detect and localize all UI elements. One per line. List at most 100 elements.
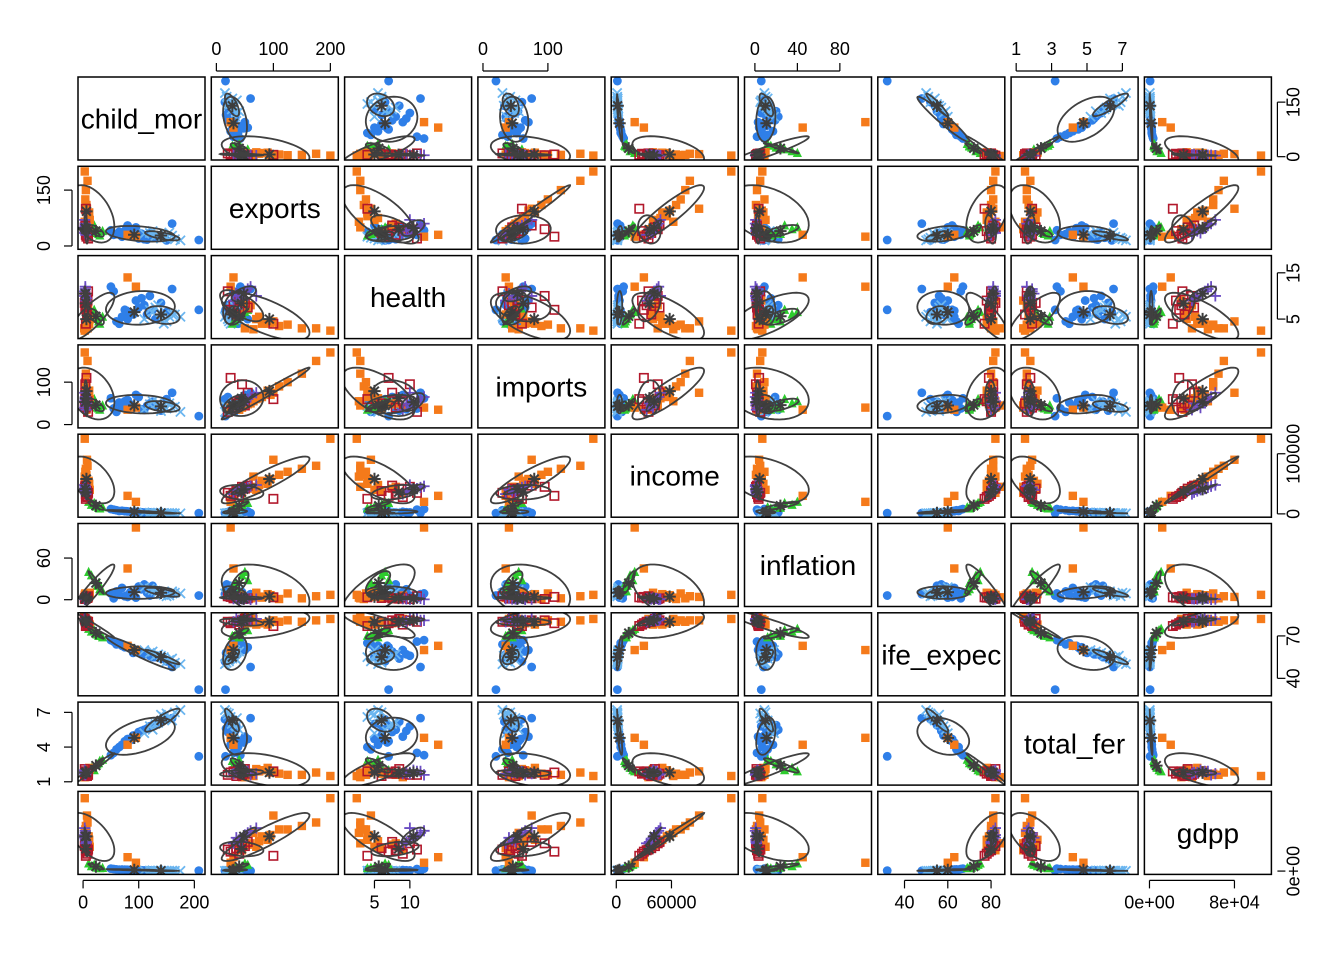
cluster-ellipse-2 <box>229 570 250 595</box>
panel-frame <box>1010 165 1139 251</box>
cluster-ellipse-1 <box>501 92 520 118</box>
cluster-ellipse-5 <box>645 285 663 303</box>
point-group3-16 <box>504 523 514 532</box>
point-group6-2 <box>622 142 635 155</box>
point-group3-13 <box>989 195 998 204</box>
point-group3-2 <box>991 348 1000 357</box>
panel-frame <box>210 165 340 251</box>
point-group3-17 <box>1166 405 1175 414</box>
point-group6-1 <box>226 650 239 664</box>
point-group6-5 <box>407 614 420 627</box>
point-group0-16 <box>419 635 429 645</box>
cluster-ellipse-2 <box>621 224 636 238</box>
cluster-ellipse-3 <box>78 455 116 505</box>
point-group3-13 <box>1209 320 1218 329</box>
point-group3-11 <box>1193 208 1202 217</box>
panel-marks <box>1011 434 1132 518</box>
panel-frame <box>477 165 606 251</box>
point-group6-2 <box>89 626 103 640</box>
panel-imports-vs-exports <box>210 344 340 429</box>
point-group3-17 <box>798 273 807 282</box>
point-group3-17 <box>950 405 959 414</box>
cluster-ellipse-5 <box>1187 597 1219 601</box>
point-group3-13 <box>1209 467 1218 476</box>
point-group3-2 <box>727 348 736 357</box>
panel-frame <box>877 522 1006 608</box>
point-group6-4 <box>392 615 405 628</box>
panel-child_mort-vs-child_mort: child_mor <box>77 76 206 161</box>
point-group0-14 <box>516 123 526 132</box>
point-group0-21 <box>527 662 537 672</box>
point-group6-3 <box>984 205 998 218</box>
cluster-ellipse-3 <box>1163 563 1240 607</box>
panel-health-vs-gdpp <box>1143 254 1273 340</box>
cluster-ellipse-4 <box>1171 379 1196 417</box>
cluster-ellipse-1 <box>616 305 620 326</box>
point-group3-11 <box>982 319 991 328</box>
point-group1-10 <box>386 104 398 115</box>
cluster-ellipse-2 <box>87 500 105 511</box>
point-group3-16 <box>419 232 429 241</box>
point-group6-1 <box>930 229 944 242</box>
panel-marks <box>217 77 335 160</box>
point-group3-13 <box>1209 195 1218 204</box>
point-group1-8 <box>369 111 380 122</box>
point-group0-11 <box>134 392 144 402</box>
panel-marks <box>611 348 736 421</box>
point-group3-2 <box>80 434 89 443</box>
point-group3-16 <box>226 497 235 507</box>
point-group6-3 <box>80 472 93 486</box>
cluster-ellipse-0 <box>499 225 530 243</box>
point-group3-6 <box>761 485 770 495</box>
point-group6-5 <box>1024 483 1037 496</box>
cluster-ellipse-3 <box>220 455 311 505</box>
point-group6-4 <box>79 297 93 310</box>
point-group0-16 <box>106 504 116 514</box>
point-group3-2 <box>758 348 767 357</box>
cluster-ellipse-2 <box>87 397 105 413</box>
point-group6-2 <box>967 224 980 238</box>
point-group3-13 <box>543 195 553 204</box>
point-group3-7 <box>1230 592 1239 602</box>
point-group6-1 <box>1103 229 1117 242</box>
cluster-ellipse-5 <box>502 483 533 496</box>
point-group1-10 <box>386 650 398 661</box>
point-group3-13 <box>283 377 292 387</box>
point-group3-10 <box>354 472 364 481</box>
point-group3-1 <box>576 176 585 185</box>
cluster-ellipse-5 <box>1188 285 1218 303</box>
cluster-ellipse-5 <box>230 285 257 303</box>
cluster-ellipse-1 <box>1148 511 1152 515</box>
cluster-ellipse-1 <box>616 230 620 243</box>
point-group3-13 <box>676 589 685 598</box>
cluster-ellipse-0 <box>499 635 530 671</box>
point-group0-21 <box>917 284 927 294</box>
point-group6-0 <box>128 643 141 657</box>
point-group3-17 <box>501 641 510 651</box>
point-group3-1 <box>1026 356 1035 366</box>
point-group6-1 <box>226 400 239 413</box>
panel-marks <box>611 77 736 160</box>
point-group3-10 <box>669 397 678 406</box>
point-group6-2 <box>774 499 787 512</box>
panel-marks <box>1012 523 1132 607</box>
panel-income-vs-life_expec <box>877 433 1006 518</box>
point-group3-8 <box>297 617 307 626</box>
cluster-ellipse-3 <box>631 612 706 639</box>
point-group6-1 <box>1103 99 1117 112</box>
point-group3-13 <box>543 467 553 476</box>
panel-health-vs-imports <box>477 254 606 340</box>
point-group3-13 <box>283 320 292 329</box>
cluster-ellipse-0 <box>916 585 971 600</box>
point-group3-1 <box>1026 176 1035 185</box>
point-group3-18 <box>356 223 365 232</box>
cluster-ellipse-1 <box>145 511 182 515</box>
point-group3-2 <box>727 151 736 160</box>
point-group3-8 <box>356 464 365 473</box>
panel-marks <box>344 77 443 160</box>
cluster-ellipse-0 <box>1056 585 1116 600</box>
cluster-ellipse-1 <box>366 92 396 118</box>
point-group2-4 <box>1045 225 1055 236</box>
cluster-ellipse-3 <box>1011 184 1061 244</box>
